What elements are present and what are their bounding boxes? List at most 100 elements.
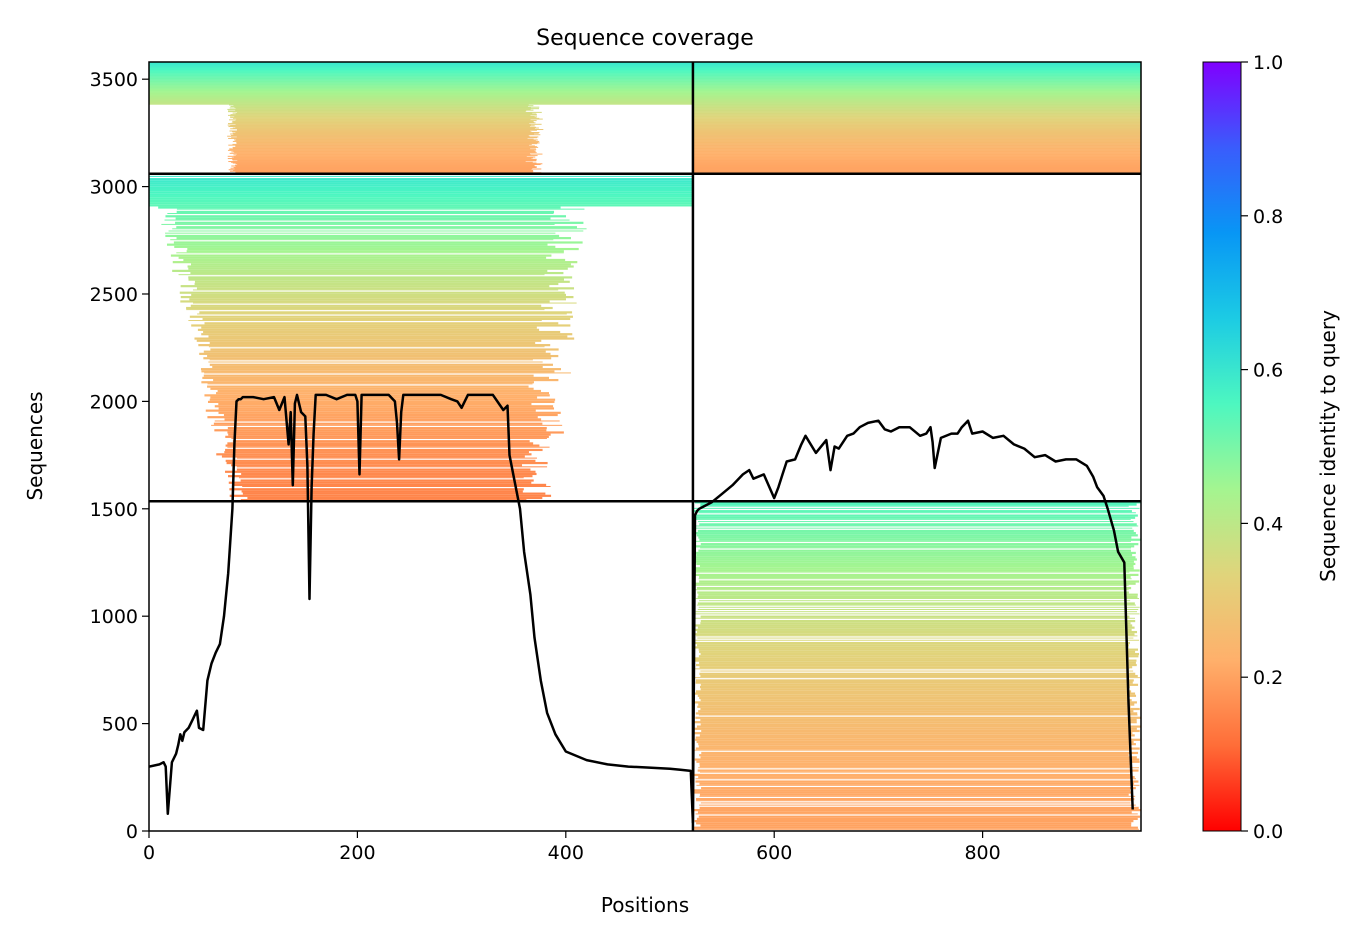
sequence-row bbox=[192, 289, 559, 291]
colorbar-tick-label: 0.6 bbox=[1253, 360, 1283, 382]
sequence-row bbox=[698, 578, 1132, 580]
sequence-row bbox=[167, 213, 554, 215]
sequence-row bbox=[149, 78, 1141, 80]
sequence-row bbox=[698, 606, 1140, 608]
sequence-row bbox=[695, 813, 1138, 815]
sequence-row bbox=[692, 134, 1141, 136]
y-tick-label: 1000 bbox=[90, 606, 138, 628]
sequence-row bbox=[229, 149, 537, 151]
sequence-row bbox=[692, 137, 1141, 139]
sequence-row bbox=[229, 170, 534, 172]
coverage-curve-group bbox=[149, 393, 1134, 824]
sequence-row bbox=[692, 170, 1141, 172]
sequence-row bbox=[149, 204, 693, 207]
sequence-row bbox=[149, 64, 1141, 66]
sequence-row bbox=[692, 166, 1141, 168]
sequence-row bbox=[229, 148, 531, 150]
sequence-row bbox=[201, 381, 534, 384]
sequence-row bbox=[232, 127, 539, 129]
sequence-row bbox=[227, 427, 547, 430]
sequence-row bbox=[232, 147, 536, 149]
sequence-row bbox=[692, 136, 1141, 138]
sequence-row bbox=[149, 102, 1141, 104]
sequence-row bbox=[232, 120, 534, 122]
sequence-row bbox=[232, 140, 540, 142]
sequence-row bbox=[233, 105, 534, 107]
coverage-block bbox=[692, 501, 1141, 830]
sequence-row bbox=[234, 168, 542, 170]
sequence-row bbox=[695, 736, 1130, 739]
sequence-row bbox=[692, 161, 1141, 163]
sequence-row bbox=[165, 234, 560, 238]
sequence-row bbox=[241, 472, 537, 476]
sequence-row bbox=[224, 418, 542, 421]
sequence-row bbox=[699, 576, 1131, 579]
sequence-row bbox=[149, 85, 1141, 87]
sequence-row bbox=[695, 571, 1130, 573]
sequence-row bbox=[233, 117, 540, 119]
sequence-row bbox=[231, 157, 534, 159]
sequence-row bbox=[236, 118, 543, 120]
sequence-row bbox=[692, 139, 1141, 141]
sequence-row bbox=[692, 150, 1141, 152]
sequence-row bbox=[692, 149, 1141, 151]
sequence-row bbox=[149, 98, 1141, 100]
sequence-row bbox=[149, 88, 1141, 90]
sequence-row bbox=[693, 613, 1140, 615]
sequence-row bbox=[693, 589, 1129, 591]
sequence-row bbox=[228, 126, 530, 128]
sequence-row bbox=[695, 681, 1133, 684]
sequence-row bbox=[149, 186, 693, 189]
sequence-row bbox=[693, 573, 1139, 577]
sequence-row bbox=[692, 104, 1141, 106]
sequence-row bbox=[692, 584, 1129, 586]
sequence-row bbox=[237, 111, 542, 113]
sequence-row bbox=[700, 619, 1136, 623]
sequence-row bbox=[235, 145, 535, 147]
sequence-row bbox=[701, 787, 1136, 790]
sequence-row bbox=[692, 149, 1141, 151]
sequence-row bbox=[695, 747, 1140, 750]
sequence-row bbox=[227, 108, 531, 110]
sequence-row bbox=[149, 70, 1141, 72]
sequence-row bbox=[231, 165, 535, 167]
sequence-row bbox=[170, 239, 554, 241]
sequence-row bbox=[235, 155, 538, 157]
sequence-row bbox=[149, 71, 1141, 73]
sequence-row bbox=[696, 822, 1132, 825]
sequence-row bbox=[149, 86, 1141, 88]
sequence-row bbox=[699, 804, 1136, 806]
sequence-row bbox=[693, 525, 1139, 527]
sequence-row bbox=[699, 765, 1130, 768]
sequence-row bbox=[227, 155, 527, 157]
sequence-row bbox=[200, 368, 562, 371]
sequence-row bbox=[692, 169, 1141, 171]
sequence-row bbox=[696, 725, 1141, 728]
sequence-row bbox=[692, 133, 1141, 135]
sequence-row bbox=[210, 348, 559, 351]
sequence-row bbox=[692, 168, 1141, 170]
sequence-row bbox=[700, 670, 1134, 672]
sequence-row bbox=[699, 806, 1139, 810]
sequence-row bbox=[692, 111, 1141, 113]
sequence-row bbox=[149, 84, 1141, 86]
sequence-row bbox=[698, 549, 1131, 552]
sequence-row bbox=[700, 543, 1139, 546]
sequence-row bbox=[236, 466, 548, 468]
sequence-row bbox=[700, 685, 1130, 689]
sequence-row bbox=[224, 451, 529, 454]
sequence-row bbox=[189, 298, 566, 301]
sequence-row bbox=[216, 392, 550, 395]
sequence-row bbox=[149, 94, 1141, 96]
sequence-row bbox=[227, 158, 532, 160]
sequence-row bbox=[692, 152, 1141, 154]
sequence-row bbox=[233, 169, 533, 171]
sequence-row bbox=[699, 795, 1136, 797]
sequence-row bbox=[700, 723, 1129, 726]
sequence-row bbox=[235, 120, 537, 122]
sequence-row bbox=[225, 470, 536, 473]
sequence-row bbox=[695, 738, 1141, 741]
sequence-row bbox=[700, 824, 1132, 827]
sequence-row bbox=[165, 215, 567, 218]
